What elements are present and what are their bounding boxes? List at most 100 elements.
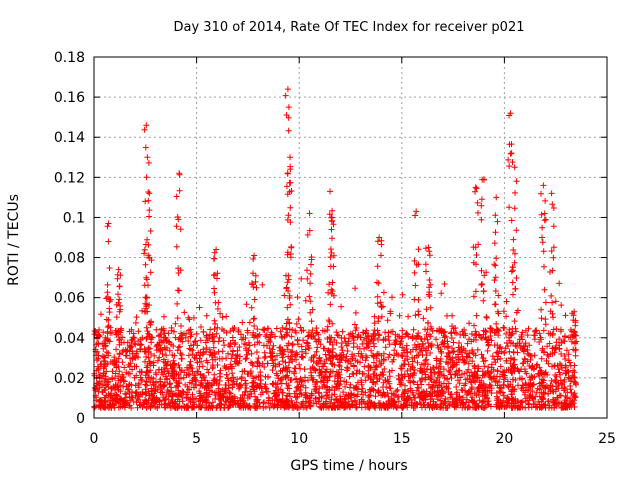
data-point <box>178 367 185 374</box>
data-point <box>105 352 112 359</box>
data-point <box>374 293 381 300</box>
data-point <box>336 363 343 370</box>
data-point <box>266 404 273 411</box>
data-point <box>371 320 378 327</box>
data-point <box>126 393 133 400</box>
data-point <box>216 370 223 377</box>
data-point <box>566 404 573 410</box>
data-point <box>241 340 248 347</box>
data-point <box>531 373 538 380</box>
data-point <box>208 352 215 359</box>
data-point <box>131 340 138 347</box>
data-point <box>177 390 184 397</box>
data-point <box>396 333 403 340</box>
data-point <box>109 368 116 375</box>
data-point <box>261 364 268 370</box>
data-point <box>425 381 432 388</box>
data-point <box>451 348 457 355</box>
data-point <box>330 252 337 259</box>
data-point <box>278 399 285 406</box>
data-point <box>478 202 485 209</box>
data-point <box>507 150 514 157</box>
data-point <box>242 335 249 341</box>
data-point <box>465 366 472 373</box>
data-point <box>440 372 447 379</box>
data-point <box>242 388 249 395</box>
data-point <box>324 323 331 330</box>
data-point <box>130 330 137 337</box>
data-point <box>145 189 152 195</box>
data-point <box>552 344 559 351</box>
data-point <box>376 332 383 339</box>
data-point <box>214 275 220 282</box>
data-point <box>216 355 223 362</box>
data-point <box>259 281 266 288</box>
data-point <box>186 345 193 352</box>
data-point <box>541 217 548 224</box>
data-point <box>478 196 485 203</box>
data-point <box>364 404 371 411</box>
data-point <box>509 159 516 166</box>
data-point <box>262 381 269 388</box>
data-point <box>164 368 171 375</box>
data-point <box>313 378 320 385</box>
y-tick-label: 0.04 <box>54 331 85 347</box>
data-point <box>468 331 475 337</box>
data-point <box>112 384 119 391</box>
data-point <box>510 247 517 253</box>
data-point <box>555 366 562 373</box>
data-point <box>155 342 162 349</box>
data-point <box>254 326 261 333</box>
data-point <box>233 380 240 387</box>
data-point <box>395 372 402 379</box>
data-point <box>197 404 204 411</box>
data-point <box>122 352 129 359</box>
data-point <box>378 252 384 259</box>
data-point <box>392 337 399 344</box>
data-point <box>186 397 192 403</box>
data-point <box>519 382 526 389</box>
data-point <box>449 323 455 330</box>
data-point <box>405 333 412 340</box>
data-point <box>412 282 419 289</box>
data-point <box>382 344 389 351</box>
data-point <box>353 403 360 410</box>
data-point <box>540 182 547 189</box>
data-point <box>293 375 300 382</box>
data-point <box>328 286 335 293</box>
data-point <box>548 292 555 299</box>
data-point <box>399 363 405 369</box>
data-point <box>519 336 526 343</box>
data-point <box>538 306 545 313</box>
data-point <box>471 398 478 405</box>
data-point <box>183 372 190 379</box>
data-point <box>421 335 428 342</box>
data-point <box>524 332 531 339</box>
data-point <box>478 377 485 384</box>
data-point <box>402 386 408 393</box>
data-point <box>265 394 272 401</box>
data-point <box>422 261 429 268</box>
data-point <box>378 392 385 399</box>
data-point <box>392 331 399 338</box>
data-point <box>504 397 511 404</box>
data-point <box>102 394 109 401</box>
data-point <box>213 330 220 337</box>
data-point <box>314 344 321 351</box>
data-point <box>135 381 142 388</box>
data-point <box>196 304 203 311</box>
data-point <box>106 265 113 271</box>
data-point <box>227 390 234 397</box>
data-point <box>277 344 284 351</box>
data-point <box>570 367 577 374</box>
data-point <box>423 345 429 352</box>
data-point <box>269 346 276 353</box>
data-point <box>214 305 221 312</box>
data-point <box>462 359 469 365</box>
data-point <box>152 403 159 410</box>
data-point <box>163 375 170 382</box>
data-point <box>104 223 111 230</box>
data-point <box>230 395 237 402</box>
data-point <box>276 361 283 368</box>
data-point <box>209 382 216 389</box>
